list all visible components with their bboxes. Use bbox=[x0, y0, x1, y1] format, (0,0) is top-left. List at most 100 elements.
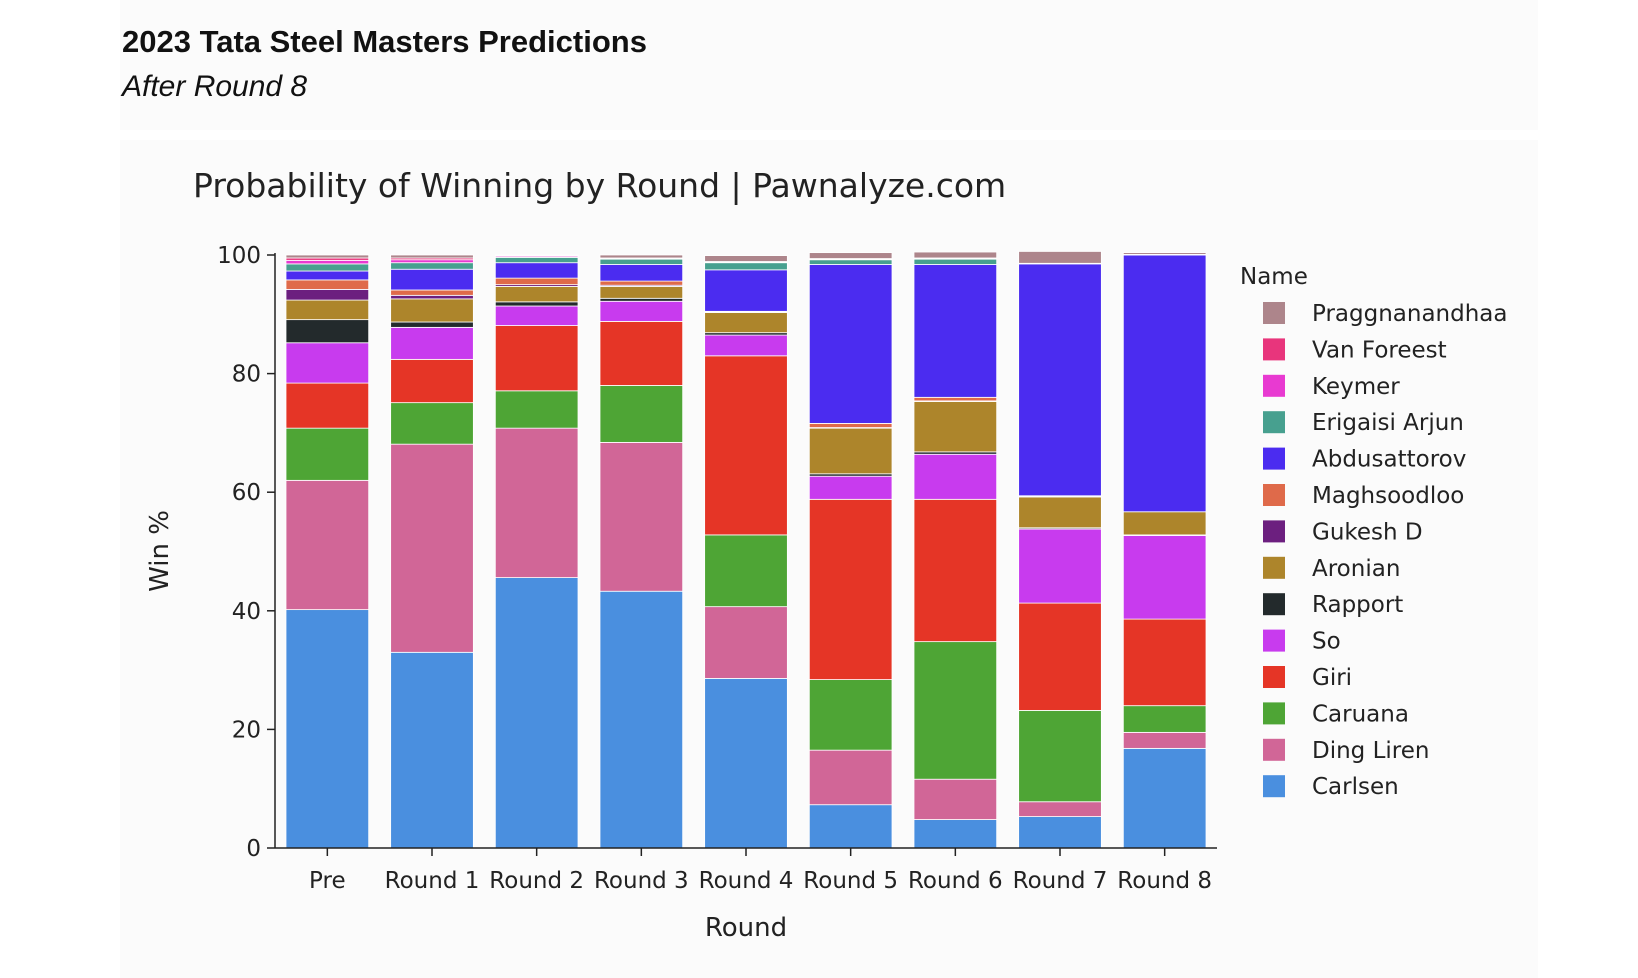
bar-segment[interactable] bbox=[494, 325, 579, 392]
bar-segment[interactable] bbox=[704, 269, 788, 312]
legend-swatch[interactable] bbox=[1263, 702, 1285, 725]
bar-segment[interactable] bbox=[285, 279, 370, 290]
bar-segment[interactable] bbox=[1018, 496, 1102, 529]
legend-swatch[interactable] bbox=[1263, 666, 1285, 688]
bar-segment[interactable] bbox=[494, 427, 579, 578]
legend-swatch[interactable] bbox=[1263, 338, 1285, 361]
bar-segment[interactable] bbox=[704, 355, 788, 536]
bar-segment[interactable] bbox=[494, 277, 579, 286]
bar-segment[interactable] bbox=[390, 294, 474, 300]
bar-segment[interactable] bbox=[390, 262, 474, 270]
bar-segment[interactable] bbox=[285, 263, 370, 272]
bar-segment[interactable] bbox=[390, 326, 474, 360]
bar-segment[interactable] bbox=[494, 256, 579, 264]
bar-segment[interactable] bbox=[599, 441, 684, 592]
bar-segment[interactable] bbox=[494, 305, 579, 326]
bar-segment[interactable] bbox=[808, 679, 893, 751]
bar-segment[interactable] bbox=[599, 258, 684, 265]
bar-segment[interactable] bbox=[1122, 705, 1207, 733]
bar-segment[interactable] bbox=[913, 251, 998, 259]
bar-segment[interactable] bbox=[1122, 252, 1207, 255]
bar-segment[interactable] bbox=[808, 427, 893, 475]
bar-segment[interactable] bbox=[390, 402, 474, 445]
bar-segment[interactable] bbox=[599, 254, 684, 259]
bar-segment[interactable] bbox=[1122, 747, 1207, 849]
legend-label[interactable]: Ding Liren bbox=[1312, 738, 1429, 764]
bar-segment[interactable] bbox=[390, 289, 474, 296]
bar-segment[interactable] bbox=[808, 259, 893, 265]
bar-segment[interactable] bbox=[599, 297, 684, 302]
bar-segment[interactable] bbox=[913, 498, 998, 643]
legend-label[interactable]: Van Foreest bbox=[1312, 337, 1447, 363]
legend-swatch[interactable] bbox=[1263, 302, 1285, 324]
bar-segment[interactable] bbox=[704, 312, 788, 334]
legend-swatch[interactable] bbox=[1263, 411, 1285, 434]
bar-segment[interactable] bbox=[599, 590, 684, 849]
legend-swatch[interactable] bbox=[1263, 484, 1285, 506]
bar-segment[interactable] bbox=[390, 254, 474, 259]
bar-segment[interactable] bbox=[285, 254, 370, 259]
bar-segment[interactable] bbox=[913, 401, 998, 453]
bar-segment[interactable] bbox=[704, 678, 788, 849]
bar-segment[interactable] bbox=[1122, 254, 1207, 513]
legend-label[interactable]: Caruana bbox=[1312, 701, 1409, 727]
bar-segment[interactable] bbox=[1018, 263, 1102, 497]
bar-segment[interactable] bbox=[913, 819, 998, 849]
bar-segment[interactable] bbox=[599, 280, 684, 286]
legend-label[interactable]: Rapport bbox=[1312, 592, 1403, 618]
legend[interactable]: Name Praggnanandhaa Van Foreest Keymer Erig… bbox=[1240, 264, 1508, 800]
bar-segment[interactable] bbox=[494, 262, 579, 279]
bar-segment[interactable] bbox=[808, 264, 893, 424]
bar-segment[interactable] bbox=[704, 534, 788, 608]
bar-segment[interactable] bbox=[1018, 602, 1102, 711]
bar-segment[interactable] bbox=[390, 268, 474, 291]
bar-segment[interactable] bbox=[285, 427, 370, 481]
bar-segment[interactable] bbox=[1018, 801, 1102, 817]
bar-segment[interactable] bbox=[913, 453, 998, 500]
bar-segment[interactable] bbox=[1018, 251, 1102, 264]
legend-swatch[interactable] bbox=[1263, 738, 1285, 761]
bar-segment[interactable] bbox=[704, 606, 788, 679]
legend-swatch[interactable] bbox=[1263, 775, 1285, 798]
bar-segment[interactable] bbox=[494, 577, 579, 849]
legend-label[interactable]: Keymer bbox=[1312, 374, 1400, 400]
legend-swatch[interactable] bbox=[1263, 593, 1285, 616]
bar-segment[interactable] bbox=[494, 254, 579, 256]
legend-swatch[interactable] bbox=[1263, 556, 1285, 579]
bar-segment[interactable] bbox=[704, 334, 788, 357]
bar-segment[interactable] bbox=[494, 301, 579, 307]
bar-segment[interactable] bbox=[285, 342, 370, 384]
bar-segment[interactable] bbox=[285, 609, 370, 849]
bar-segment[interactable] bbox=[599, 385, 684, 443]
bar-segment[interactable] bbox=[390, 443, 474, 653]
bar-segment[interactable] bbox=[704, 262, 788, 271]
bar-segment[interactable] bbox=[285, 270, 370, 281]
bar-segment[interactable] bbox=[1122, 535, 1207, 620]
legend-label[interactable]: Erigaisi Arjun bbox=[1312, 410, 1464, 436]
bar-segment[interactable] bbox=[599, 286, 684, 299]
legend-label[interactable]: So bbox=[1312, 629, 1341, 655]
bar-segment[interactable] bbox=[704, 255, 788, 262]
legend-label[interactable]: Praggnanandhaa bbox=[1312, 301, 1508, 327]
bar-segment[interactable] bbox=[913, 264, 998, 398]
bar-segment[interactable] bbox=[390, 298, 474, 323]
bar-segment[interactable] bbox=[285, 259, 370, 265]
bar-segment[interactable] bbox=[1018, 710, 1102, 803]
legend-swatch[interactable] bbox=[1263, 374, 1285, 397]
bar-segment[interactable] bbox=[808, 749, 893, 806]
bar-segment[interactable] bbox=[808, 804, 893, 849]
legend-label[interactable]: Abdusattorov bbox=[1312, 447, 1466, 473]
bar-segment[interactable] bbox=[494, 286, 579, 303]
legend-swatch[interactable] bbox=[1263, 629, 1285, 652]
bar-segment[interactable] bbox=[285, 299, 370, 321]
bar-segment[interactable] bbox=[285, 319, 370, 344]
bar-segment[interactable] bbox=[808, 423, 893, 428]
bar-segment[interactable] bbox=[599, 321, 684, 386]
bar-segment[interactable] bbox=[808, 252, 893, 259]
bar-segment[interactable] bbox=[913, 641, 998, 780]
legend-label[interactable]: Giri bbox=[1312, 665, 1352, 691]
legend-label[interactable]: Gukesh D bbox=[1312, 519, 1423, 545]
bar-segment[interactable] bbox=[599, 300, 684, 322]
bar-segment[interactable] bbox=[599, 264, 684, 282]
bar-segment[interactable] bbox=[1122, 511, 1207, 536]
